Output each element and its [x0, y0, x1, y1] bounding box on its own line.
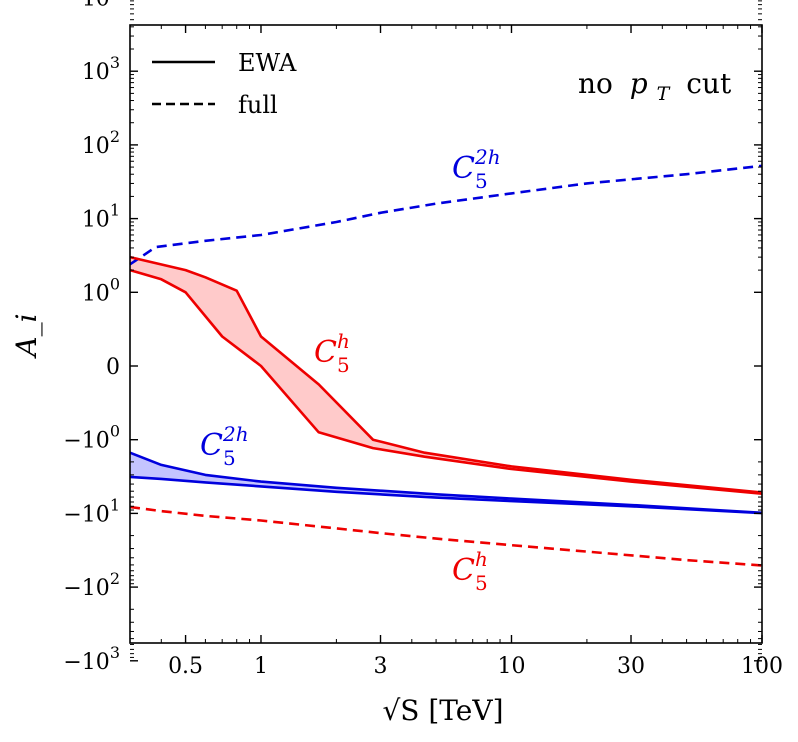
- y-tick-base: −10: [63, 429, 109, 454]
- y-tick-label: −103: [63, 643, 120, 675]
- annotation-text: no: [578, 67, 613, 100]
- y-tick-base: −10: [63, 650, 109, 675]
- curve-label-sub: 5: [337, 353, 350, 377]
- full-C5-h-line: [129, 505, 763, 567]
- y-tick-exponent: 1: [110, 495, 120, 514]
- full-C5-2h-line: [129, 164, 763, 266]
- ewa-C5-h-band-fill: [130, 257, 762, 494]
- y-tick-base: 0: [106, 355, 120, 380]
- y-tick-label: −100: [63, 422, 120, 454]
- x-tick-label: 10: [497, 654, 525, 679]
- y-tick-label: 101: [82, 201, 120, 233]
- x-tick-label: 0.5: [168, 654, 203, 679]
- curve-label-full-C5-2h: C2h: [452, 145, 501, 186]
- y-tick-base: −10: [63, 576, 109, 601]
- x-tick-label: 1: [254, 654, 268, 679]
- y-tick-base: 10: [82, 208, 110, 233]
- y-tick-label: 103: [82, 53, 120, 85]
- y-tick-exponent: 0: [110, 422, 120, 441]
- lines-layer: [129, 164, 763, 567]
- curve-label-ewa-C5-h-band: Ch: [314, 329, 350, 370]
- labels-layer: 0.51310301001041031021011000−100−101−102…: [63, 0, 783, 679]
- y-tick-base: 10: [82, 0, 110, 12]
- y-tick-exponent: 1: [110, 201, 120, 220]
- curve-label-main: C: [452, 553, 475, 588]
- ticks-layer: [129, 0, 763, 662]
- annotation-pt-sub: T: [657, 83, 671, 105]
- y-tick-base: 10: [82, 134, 110, 159]
- x-tick-label: 100: [741, 654, 783, 679]
- curve-label-sup: 2h: [222, 422, 249, 446]
- y-axis-label: A_i: [10, 313, 43, 359]
- plot-frame: [129, 24, 763, 644]
- ewa-C5-2h-band-lower-line: [129, 475, 763, 515]
- legend: EWA full: [152, 49, 297, 119]
- y-tick-exponent: 0: [110, 274, 120, 293]
- bands-layer: [130, 257, 762, 514]
- curve-label-main: C: [314, 335, 337, 370]
- curve-label-sub: 5: [475, 169, 488, 193]
- y-tick-exponent: 2: [110, 569, 120, 588]
- y-tick-base: 10: [82, 60, 110, 85]
- y-tick-base: −10: [63, 502, 109, 527]
- curve-label-main: C: [200, 428, 223, 463]
- y-tick-exponent: 3: [110, 643, 120, 662]
- curve-label-ewa-C5-2h-band: C2h: [200, 422, 249, 463]
- curve-label-sub: 5: [475, 571, 488, 595]
- y-tick-label: −102: [63, 569, 120, 601]
- x-tick-label: 3: [374, 654, 388, 679]
- curve-label-sup: 2h: [474, 145, 501, 169]
- curve-label-sup: h: [475, 547, 488, 571]
- y-tick-label: 102: [82, 127, 120, 159]
- y-tick-label: 100: [82, 274, 120, 306]
- x-tick-label: 30: [617, 654, 645, 679]
- ewa-C5-2h-band-fill: [130, 452, 762, 514]
- x-axis-label: √S [TeV]: [382, 694, 503, 727]
- y-tick-base: 10: [82, 281, 110, 306]
- ewa-C5-h-band-upper-line: [129, 255, 763, 494]
- legend-label-ewa: EWA: [238, 49, 297, 77]
- y-tick-label: 0: [106, 355, 120, 380]
- curve-label-sup: h: [337, 329, 350, 353]
- annotation-cut: cut: [686, 67, 732, 100]
- curve-label-full-C5-h: Ch: [452, 547, 488, 588]
- ewa-C5-h-band-lower-line: [129, 268, 763, 495]
- legend-label-full: full: [238, 91, 278, 119]
- y-tick-label: −101: [63, 495, 120, 527]
- y-tick-exponent: 3: [110, 53, 120, 72]
- y-tick-exponent: 2: [110, 127, 120, 146]
- y-tick-label: 104: [82, 0, 120, 12]
- curve-label-sub: 5: [223, 446, 236, 470]
- annotation-pt: p: [630, 67, 648, 100]
- curve-label-main: C: [452, 151, 475, 186]
- annotation: no p T cut: [578, 67, 732, 107]
- ewa-C5-2h-band-upper-line: [129, 451, 763, 515]
